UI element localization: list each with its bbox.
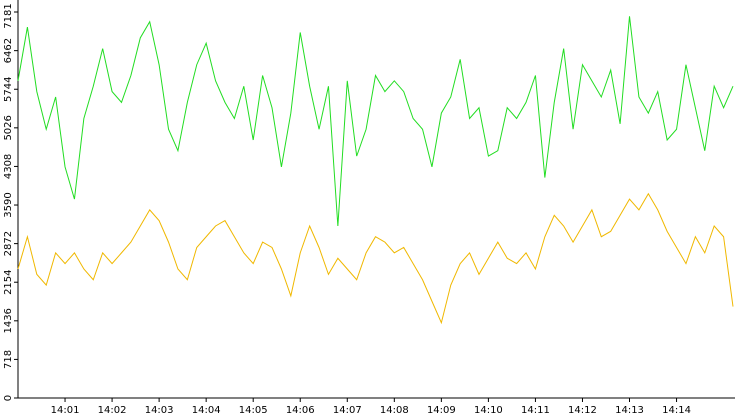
y-tick-label: 5026 <box>3 115 14 140</box>
x-tick-label: 14:10 <box>474 405 503 415</box>
x-tick-label: 14:12 <box>568 405 597 415</box>
y-tick-label: 7181 <box>3 3 14 28</box>
y-tick-label: 1436 <box>3 308 14 333</box>
x-tick-label: 14:07 <box>333 405 362 415</box>
x-tick-label: 14:03 <box>145 405 174 415</box>
y-tick-label: 2154 <box>3 269 14 294</box>
y-tick-label: 5744 <box>3 77 14 102</box>
x-tick-label: 14:09 <box>427 405 456 415</box>
y-tick-label: 3590 <box>3 192 14 217</box>
x-tick-label: 14:06 <box>286 405 315 415</box>
y-tick-label: 0 <box>3 395 14 401</box>
y-tick-label: 6462 <box>3 38 14 63</box>
series-line <box>17 192 734 325</box>
x-tick-label: 14:13 <box>615 405 644 415</box>
series-line <box>17 16 734 227</box>
x-tick-label: 14:08 <box>380 405 409 415</box>
y-tick-label: 4308 <box>3 154 14 179</box>
x-tick-label: 14:05 <box>239 405 268 415</box>
y-tick-label: 718 <box>3 350 14 369</box>
y-tick-label: 2872 <box>3 231 14 256</box>
x-tick-label: 14:02 <box>98 405 127 415</box>
x-tick-label: 14:14 <box>662 405 691 415</box>
x-tick-label: 14:11 <box>521 405 550 415</box>
x-tick-label: 14:01 <box>51 405 80 415</box>
x-tick-label: 14:04 <box>192 405 221 415</box>
